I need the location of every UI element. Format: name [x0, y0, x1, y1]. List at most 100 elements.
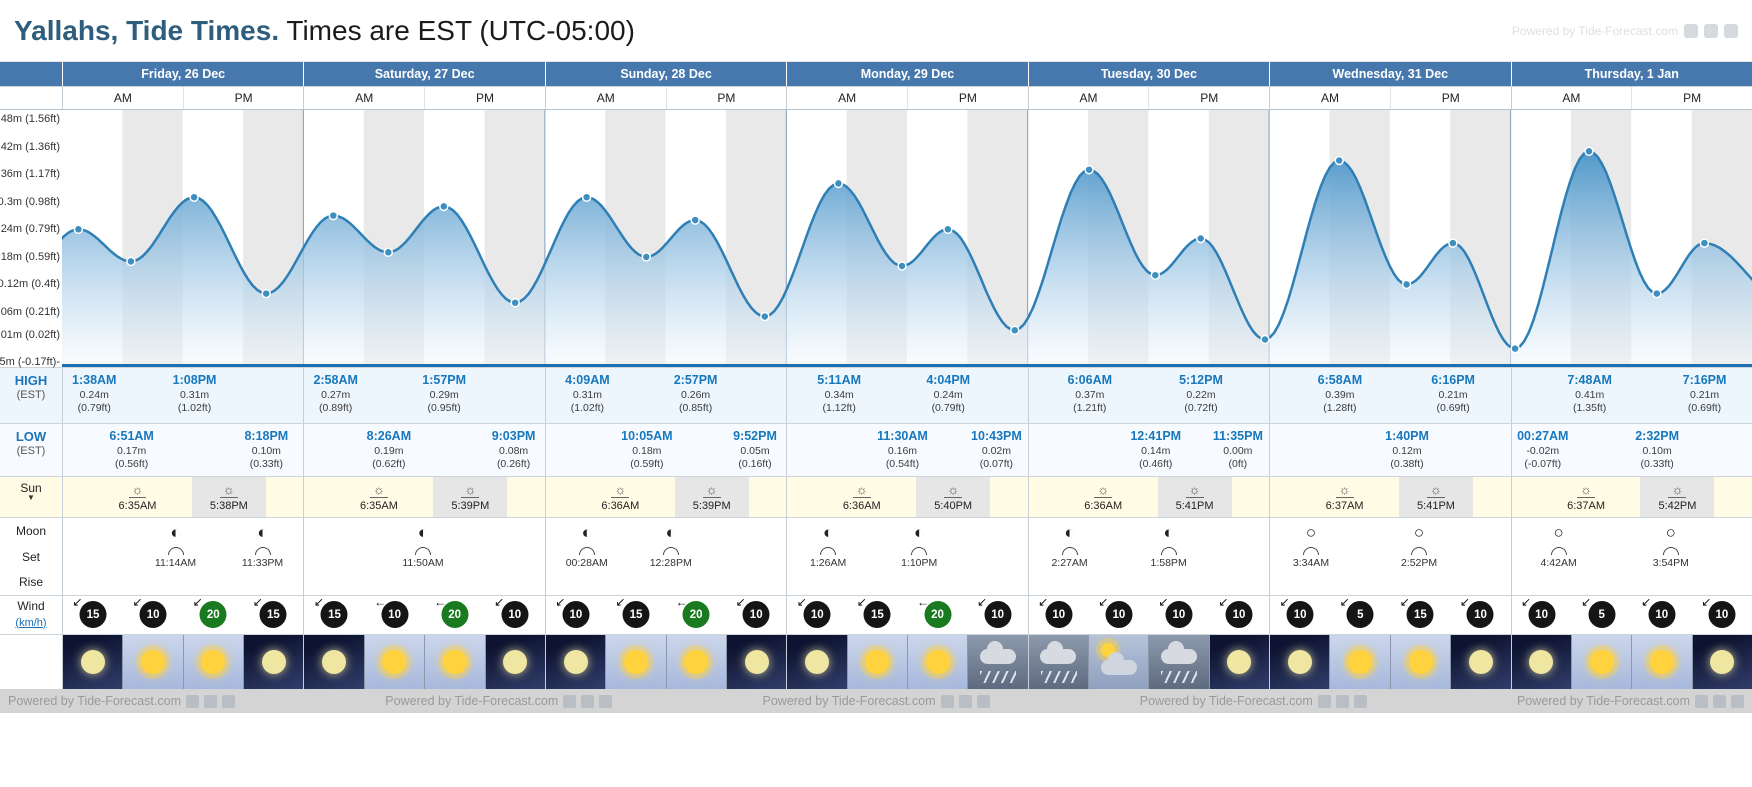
sunset-icon: ☼ — [702, 483, 721, 498]
tide-point-dot — [581, 192, 592, 202]
tide-time: 8:26AM — [366, 429, 412, 443]
tide-height-ft: (0.26ft) — [496, 457, 531, 470]
high-tide-cell: 4:09AM 0.31m (1.02ft) 2:57PM 0.26m (0.85ft) — [544, 368, 786, 423]
share-icon[interactable] — [1695, 694, 1708, 708]
tide-height-ft: (0.38ft) — [1390, 457, 1424, 470]
high-tide-entry: 2:58AM 0.27m (0.89ft) — [292, 373, 380, 415]
y-axis-labels: 0.48m (1.56ft) 0.42m (1.36ft) 0.36m (1.17f… — [0, 110, 62, 369]
y-axis-label: 0.06m (0.21ft) — [0, 305, 60, 318]
share-icon[interactable] — [1713, 694, 1726, 708]
wind-direction-arrow: ↙ — [1279, 595, 1290, 609]
sunset-slot: ☼ 5:41PM — [1399, 477, 1473, 517]
tide-height-m: 0.24m — [933, 388, 963, 401]
share-icon[interactable] — [1731, 694, 1744, 708]
weather-tile-sun — [424, 635, 485, 689]
wind-direction-arrow: ← — [374, 595, 387, 609]
tide-point-dot — [1510, 343, 1520, 354]
wind-row: Wind (km/h) ↙ 15 ↙ 10 ↙ 20 ↙ 15 ↙ 15 ← 10 ← 20 ↙ 10 ↙ 10 ↙… — [0, 595, 1752, 634]
weather-row — [0, 634, 1752, 689]
sunrise-time: 6:37AM — [1325, 499, 1364, 512]
tide-time: 5:11AM — [817, 373, 862, 387]
wind-speed-value: 10 — [388, 608, 401, 621]
share-icon[interactable] — [599, 694, 613, 708]
y-axis-label: 0.18m (0.59ft) — [0, 250, 60, 263]
moon-phase-icon: ◐ — [257, 523, 268, 542]
tide-height-ft: (0.89ft) — [319, 401, 353, 414]
share-icon[interactable] — [958, 694, 972, 708]
low-tide-cell: 8:26AM 0.19m (0.62ft) 9:03PM 0.08m (0.26ft) — [303, 424, 544, 476]
tide-point-dot — [328, 210, 339, 221]
wind-direction-arrow: ↙ — [1098, 595, 1109, 609]
sunset-icon: ☼ — [219, 483, 238, 498]
share-icon[interactable] — [1317, 694, 1331, 708]
tide-point-dot — [1699, 238, 1710, 248]
tide-height-ft: (0.62ft) — [372, 457, 406, 470]
share-icon[interactable] — [1704, 23, 1718, 38]
share-icon[interactable] — [1335, 694, 1349, 708]
share-icon[interactable] — [976, 694, 990, 708]
y-axis-label: -0.05m (-0.17ft) — [0, 356, 60, 369]
tide-height-m: 0.17m — [117, 444, 147, 457]
wind-direction-arrow: ↙ — [1641, 595, 1652, 609]
tide-point-dot — [1260, 334, 1270, 345]
rain-lines-icon — [980, 671, 1017, 683]
caret-down-icon[interactable]: ▼ — [27, 492, 35, 502]
tide-time: 5:12PM — [1179, 373, 1223, 387]
share-icon[interactable] — [1684, 23, 1698, 38]
low-tide-entry: 9:52PM 0.05m (0.16ft) — [711, 429, 799, 471]
tide-height-m: 0.14m — [1141, 444, 1171, 457]
share-icon[interactable] — [563, 694, 577, 708]
powered-by-footer: Powered by Tide-Forecast.com — [8, 694, 235, 708]
wind-direction-arrow: ↙ — [555, 595, 566, 609]
share-icon[interactable] — [1353, 694, 1367, 708]
weather-tile-moon — [484, 635, 545, 689]
sun-icon — [1408, 650, 1433, 674]
weather-gutter — [0, 635, 62, 689]
y-axis-label: 0.24m (0.79ft) — [0, 223, 60, 236]
pm-label: PM — [717, 91, 736, 105]
sunrise-slot: ☼ 6:37AM — [1549, 477, 1623, 517]
wind-speed-value: 10 — [1535, 608, 1548, 621]
tide-point-dot — [1010, 325, 1020, 336]
share-icon[interactable] — [940, 694, 954, 708]
wind-speed-value: 20 — [931, 608, 944, 621]
tide-height-m: 0.05m — [740, 444, 770, 457]
share-icon[interactable] — [204, 694, 217, 708]
share-icon[interactable] — [186, 694, 199, 708]
pm-label: PM — [1441, 91, 1460, 105]
day-header: Sunday, 28 Dec — [544, 62, 786, 86]
sunrise-icon: ☼ — [611, 483, 630, 498]
share-icon[interactable] — [581, 694, 595, 708]
tide-height-ft: (0.56ft) — [114, 457, 149, 470]
tide-time: 6:16PM — [1431, 373, 1475, 387]
tide-height-m: 0.21m — [1689, 388, 1720, 401]
tide-time: 4:04PM — [926, 373, 971, 387]
tide-height-ft: (0.95ft) — [427, 401, 461, 414]
wind-direction-arrow: ↙ — [1581, 595, 1592, 609]
wind-badge: ← 20 — [434, 595, 469, 628]
weather-tile-sun — [1389, 635, 1451, 689]
share-icon[interactable] — [1724, 23, 1738, 38]
day-header: Friday, 26 Dec — [62, 62, 303, 86]
day-header: Thursday, 1 Jan — [1510, 62, 1752, 86]
wind-direction-arrow: ↙ — [796, 595, 807, 609]
moon-cell: ◐ 11:50AM — [303, 518, 544, 595]
wind-badge: ↙ 10 — [1521, 595, 1556, 628]
moon-set-icon — [167, 547, 184, 555]
moon-set-entry: ◐ 11:14AM — [141, 524, 211, 569]
sunset-time: 5:41PM — [1417, 499, 1455, 512]
tide-point-dot — [641, 252, 652, 262]
tide-height-m: 0.19m — [374, 444, 404, 457]
share-icon[interactable] — [222, 694, 235, 708]
wind-unit-link[interactable]: (km/h) — [15, 616, 47, 629]
tide-time: 10:43PM — [971, 429, 1022, 443]
wind-direction-arrow: ↙ — [1701, 595, 1712, 609]
weather-tile-rain — [1148, 635, 1209, 689]
moon-set-entry: ◐ 11:50AM — [388, 524, 458, 569]
sunset-icon: ☼ — [1427, 483, 1445, 498]
tide-point-dot — [1652, 288, 1662, 299]
powered-by-footer: Powered by Tide-Forecast.com — [1140, 694, 1367, 708]
tide-point-dot — [897, 261, 907, 271]
sunrise-icon: ☼ — [1577, 483, 1595, 498]
powered-by-text: Powered by Tide-Forecast.com — [762, 694, 936, 708]
